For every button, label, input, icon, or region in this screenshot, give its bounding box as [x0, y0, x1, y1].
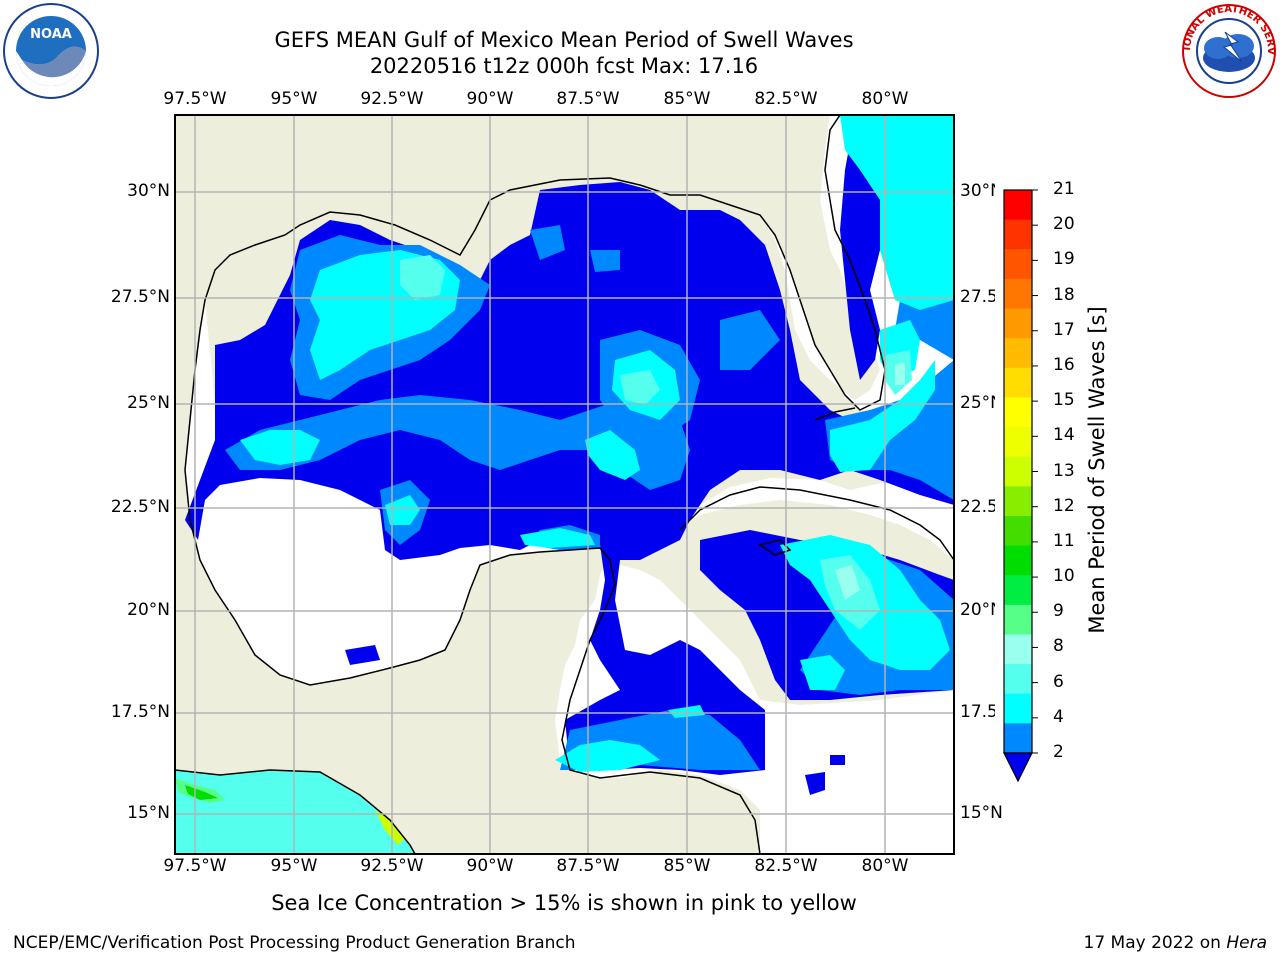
- colorbar-swatch: [1004, 367, 1032, 398]
- colorbar-swatch: [1004, 219, 1032, 250]
- swell-field-8-9s: [835, 362, 905, 600]
- lat-label-right: 25°N: [960, 393, 1003, 413]
- colorbar-tick-label: 12: [1053, 495, 1075, 516]
- coastlines: [175, 115, 954, 854]
- lon-label-bottom: 97.5°W: [163, 856, 227, 876]
- lon-label-top: 90°W: [466, 89, 514, 109]
- colorbar-tick-label: 13: [1053, 460, 1075, 481]
- lon-label-bottom: 80°W: [861, 856, 909, 876]
- sea-ice-note: Sea Ice Concentration > 15% is shown in …: [271, 891, 857, 915]
- noaa-logo-text: NOAA: [30, 27, 72, 42]
- lat-label-left: 30°N: [127, 181, 170, 201]
- lon-label-bottom: 95°W: [270, 856, 318, 876]
- noaa-logo: NOAA: [3, 3, 99, 99]
- colorbar-swatch: [1004, 190, 1032, 221]
- colorbar-tick-label: 2: [1053, 742, 1064, 762]
- graticule: [175, 115, 954, 854]
- colorbar-tick-label: 15: [1053, 390, 1075, 411]
- colorbar-swatch: [1004, 515, 1032, 547]
- colorbar-title: Mean Period of Swell Waves [s]: [1085, 306, 1109, 634]
- colorbar-tick-label: 8: [1053, 636, 1064, 657]
- lat-label-left: 25°N: [127, 393, 170, 413]
- colorbar-tick-label: 11: [1053, 530, 1075, 551]
- colorbar-tick-label: 19: [1053, 249, 1075, 270]
- colorbar-swatch: [1004, 634, 1032, 665]
- lat-label-right: 20°N: [960, 600, 1003, 620]
- colorbar-swatch: [1004, 604, 1032, 635]
- footer-credit: NCEP/EMC/Verification Post Processing Pr…: [13, 933, 576, 953]
- lon-label-bottom: 82.5°W: [754, 856, 818, 876]
- footer-host: Hera: [1226, 933, 1267, 953]
- footer-date: 17 May 2022 on Hera: [1084, 933, 1268, 953]
- colorbar-tick-label: 17: [1053, 319, 1075, 340]
- lat-label-left: 17.5°N: [110, 702, 170, 722]
- colorbar-swatch: [1004, 664, 1032, 695]
- lat-label-right: 22.5: [960, 497, 998, 517]
- lon-label-top: 97.5°W: [163, 89, 227, 109]
- colorbar-swatch: [1004, 723, 1032, 754]
- lat-label-left: 20°N: [127, 600, 170, 620]
- lon-label-top: 85°W: [663, 89, 711, 109]
- colorbar-tick-label: 14: [1053, 425, 1075, 446]
- colorbar-tick-label: 16: [1053, 354, 1075, 375]
- lat-label-right: 27.5: [960, 287, 998, 307]
- swell-field-6-8s: [175, 255, 912, 854]
- colorbar-tick-label: 18: [1053, 284, 1075, 305]
- colorbar-tick-label: 20: [1053, 214, 1075, 235]
- colorbar-swatch: [1004, 427, 1032, 458]
- colorbar-swatch: [1004, 575, 1032, 606]
- lat-label-right: 30°N: [960, 181, 1003, 201]
- lon-label-top: 87.5°W: [556, 89, 620, 109]
- colorbar-swatches: [995, 180, 1055, 790]
- lon-label-top: 95°W: [270, 89, 318, 109]
- colorbar-tick-label: 4: [1053, 706, 1064, 727]
- colorbar-tick-label: 10: [1053, 566, 1075, 587]
- lon-label-bottom: 90°W: [466, 856, 514, 876]
- colorbar-swatch: [1004, 249, 1032, 280]
- map-subtitle: 20220516 t12z 000h fcst Max: 17.16: [369, 54, 759, 78]
- colorbar-tick-label: 9: [1053, 601, 1064, 622]
- lon-label-top: 80°W: [861, 89, 909, 109]
- lat-label-right: 17.5: [960, 702, 998, 722]
- lon-label-top: 92.5°W: [360, 89, 424, 109]
- lat-label-right: 15°N: [960, 803, 1003, 823]
- colorbar-tick-label: 6: [1053, 671, 1064, 692]
- swell-field-green: [175, 778, 405, 845]
- lon-label-bottom: 87.5°W: [556, 856, 620, 876]
- map-title: GEFS MEAN Gulf of Mexico Mean Period of …: [274, 28, 854, 52]
- footer-date-text: 17 May 2022 on: [1083, 933, 1227, 953]
- colorbar-swatch: [1004, 397, 1032, 428]
- lon-label-top: 82.5°W: [754, 89, 818, 109]
- nws-logo: NATIONAL WEATHER SERVICE: [1180, 2, 1276, 98]
- colorbar-swatch: [1004, 308, 1032, 339]
- colorbar-swatch: [1004, 486, 1032, 517]
- lat-label-left: 22.5°N: [110, 497, 170, 517]
- lat-label-left: 27.5°N: [110, 287, 170, 307]
- lon-label-bottom: 85°W: [663, 856, 711, 876]
- colorbar-swatch: [1004, 545, 1032, 576]
- lat-label-left: 15°N: [127, 803, 170, 823]
- colorbar-swatch: [1004, 456, 1032, 487]
- colorbar-swatch: [1004, 278, 1032, 310]
- colorbar-swatch: [1004, 693, 1032, 724]
- colorbar-tick-label: 21: [1053, 179, 1075, 199]
- lon-label-bottom: 92.5°W: [360, 856, 424, 876]
- map-frame: [174, 114, 955, 855]
- colorbar-swatch: [1004, 338, 1032, 369]
